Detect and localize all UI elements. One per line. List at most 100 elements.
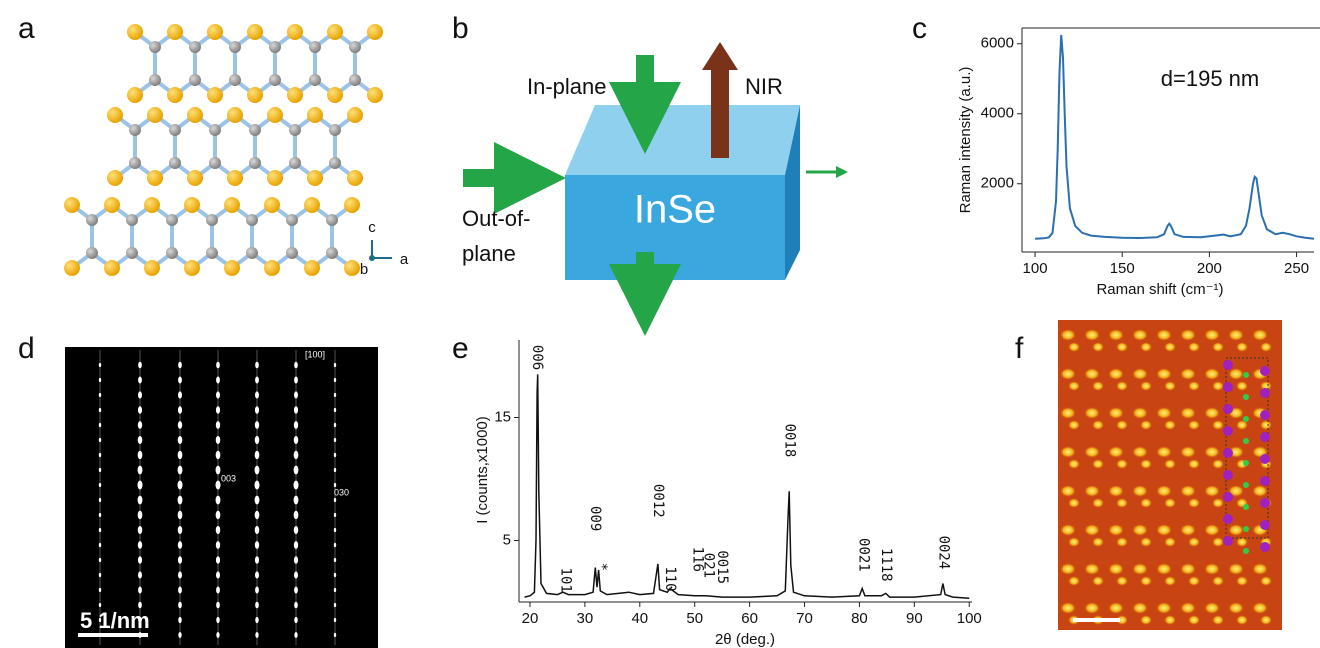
- peak-label: *: [593, 563, 609, 571]
- atom-column: [1212, 459, 1224, 469]
- spot: [294, 362, 298, 369]
- spot: [178, 481, 183, 490]
- spot: [294, 511, 299, 519]
- atom-column: [1060, 602, 1076, 614]
- material-label: InSe: [634, 188, 716, 232]
- spot: [99, 603, 101, 607]
- atom: [1223, 536, 1233, 546]
- device-diagram: InSe In-plane NIR Out-of- plane: [462, 42, 842, 300]
- spot: [334, 588, 336, 592]
- x-tick-label: 50: [686, 610, 703, 627]
- atom-column: [1132, 524, 1148, 536]
- atom: [269, 41, 281, 53]
- atom-column: [1068, 342, 1080, 352]
- atom-column: [1060, 485, 1076, 497]
- spot: [334, 453, 336, 457]
- atom-column: [1132, 368, 1148, 380]
- spot: [334, 633, 336, 637]
- atom: [249, 157, 261, 169]
- atom-column: [1132, 563, 1148, 575]
- atom: [286, 247, 298, 259]
- atom-column: [1068, 420, 1080, 430]
- atom-column: [1140, 459, 1152, 469]
- panel-labels: abcdef: [18, 12, 1024, 365]
- atom-column: [1068, 381, 1080, 391]
- spot: [178, 436, 183, 444]
- atom: [344, 197, 360, 213]
- panel-label: a: [18, 12, 35, 45]
- atom: [1243, 504, 1249, 510]
- atom-column: [1260, 420, 1272, 430]
- scale-bar-label: 5 1/nm: [80, 608, 150, 633]
- spot: [178, 391, 182, 398]
- spot: [294, 541, 298, 549]
- spot: [99, 483, 101, 487]
- spot: [216, 556, 220, 564]
- spot: [294, 466, 299, 475]
- label: NIR: [745, 74, 783, 99]
- atom-column: [1068, 459, 1080, 469]
- atom-column: [1132, 329, 1148, 341]
- spot: [216, 602, 220, 609]
- spot: [138, 391, 142, 398]
- atom-column: [1140, 498, 1152, 508]
- spot: [294, 602, 298, 609]
- atom: [307, 170, 323, 186]
- spot: [334, 378, 336, 382]
- atom: [249, 124, 261, 136]
- atom: [304, 197, 320, 213]
- atom-column: [1236, 342, 1248, 352]
- atom: [367, 24, 383, 40]
- atom-column: [1084, 602, 1100, 614]
- atom-column: [1204, 485, 1220, 497]
- spot: [255, 571, 259, 578]
- atom-column: [1236, 576, 1248, 586]
- atom-column: [1156, 329, 1172, 341]
- atom-column: [1132, 446, 1148, 458]
- atom-column: [1140, 537, 1152, 547]
- spot: [334, 363, 336, 367]
- spot: [99, 423, 101, 427]
- atom-column: [1180, 524, 1196, 536]
- atom-column: [1140, 381, 1152, 391]
- atom: [1243, 526, 1249, 532]
- atom: [1223, 514, 1233, 524]
- spot: [138, 511, 143, 519]
- atom-column: [1236, 381, 1248, 391]
- atom-column: [1116, 342, 1128, 352]
- spot: [178, 406, 182, 414]
- atom-column: [1156, 524, 1172, 536]
- atom: [289, 124, 301, 136]
- spot: [216, 406, 220, 414]
- spot: [99, 363, 101, 367]
- spot-label: 030: [334, 487, 349, 497]
- spot: [294, 496, 299, 505]
- atom: [187, 107, 203, 123]
- atom-column: [1204, 563, 1220, 575]
- atom-column: [1132, 602, 1148, 614]
- spot: [334, 543, 336, 547]
- atom-column: [1084, 368, 1100, 380]
- atom-column: [1140, 420, 1152, 430]
- spot: [294, 481, 299, 490]
- atom-column: [1188, 420, 1200, 430]
- y-tick-label: 4000: [981, 105, 1014, 122]
- atom-column: [1156, 368, 1172, 380]
- spot: [178, 362, 182, 369]
- label: In-plane: [527, 74, 607, 99]
- atom-column: [1164, 615, 1176, 625]
- zone-axis: [100]: [305, 349, 325, 359]
- atom-column: [1236, 615, 1248, 625]
- spot: [294, 406, 298, 414]
- spot: [334, 408, 336, 412]
- atom-column: [1108, 485, 1124, 497]
- atom: [1260, 498, 1270, 508]
- spot: [216, 617, 220, 623]
- spot: [99, 408, 101, 412]
- atom-column: [1084, 485, 1100, 497]
- atom: [1243, 438, 1249, 444]
- spot: [255, 421, 259, 429]
- spot: [294, 632, 297, 638]
- spot: [216, 541, 220, 549]
- atom: [107, 107, 123, 123]
